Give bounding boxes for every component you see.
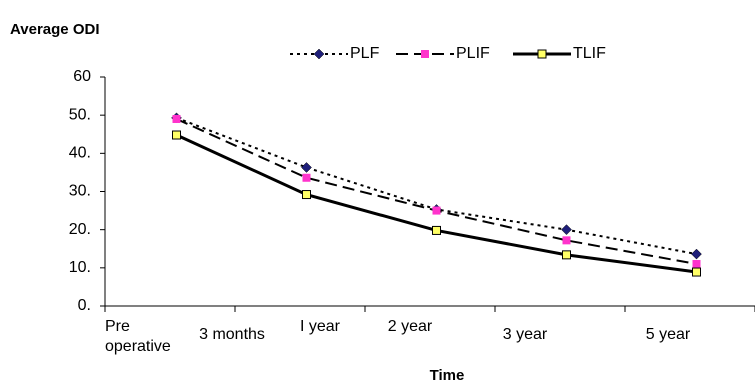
x-tick-label: 5 year bbox=[646, 326, 691, 343]
data-point bbox=[692, 260, 701, 269]
data-point bbox=[432, 206, 441, 215]
y-tick-label: 10. bbox=[69, 259, 91, 276]
data-point bbox=[432, 225, 441, 235]
x-tick-label-box: Pre operative bbox=[105, 318, 171, 355]
data-point bbox=[691, 248, 702, 260]
y-tick-label: 20. bbox=[69, 221, 91, 238]
legend-marker bbox=[313, 48, 325, 60]
legend-label: PLF bbox=[350, 45, 380, 62]
data-point bbox=[562, 250, 571, 260]
legend-marker bbox=[421, 50, 429, 58]
data-point bbox=[172, 130, 181, 140]
x-tick-label: I year bbox=[300, 318, 341, 335]
legend-label: PLIF bbox=[456, 45, 490, 62]
y-tick-label: 50. bbox=[69, 106, 91, 123]
data-point bbox=[692, 267, 701, 277]
data-point bbox=[562, 236, 571, 245]
x-tick-label: 3 year bbox=[503, 326, 548, 343]
x-tick-label: 3 months bbox=[199, 326, 265, 343]
data-point bbox=[561, 224, 572, 236]
chart-title: Average ODI bbox=[10, 21, 99, 38]
data-point bbox=[301, 162, 312, 173]
series-line bbox=[176, 118, 697, 266]
x-tick-label: 2 year bbox=[388, 318, 433, 335]
x-axis-title: Time bbox=[430, 367, 465, 384]
data-point bbox=[172, 114, 181, 123]
series-line bbox=[175, 133, 697, 274]
y-tick-label: 0. bbox=[78, 297, 91, 314]
y-tick-label: 60 bbox=[73, 68, 91, 85]
x-tick-label: Pre operative bbox=[105, 318, 171, 355]
legend-label: TLIF bbox=[573, 45, 606, 62]
y-tick-label: 30. bbox=[69, 183, 91, 200]
data-point bbox=[302, 190, 311, 200]
legend-marker bbox=[537, 49, 547, 59]
data-point bbox=[302, 173, 311, 182]
y-tick-label: 40. bbox=[69, 145, 91, 162]
